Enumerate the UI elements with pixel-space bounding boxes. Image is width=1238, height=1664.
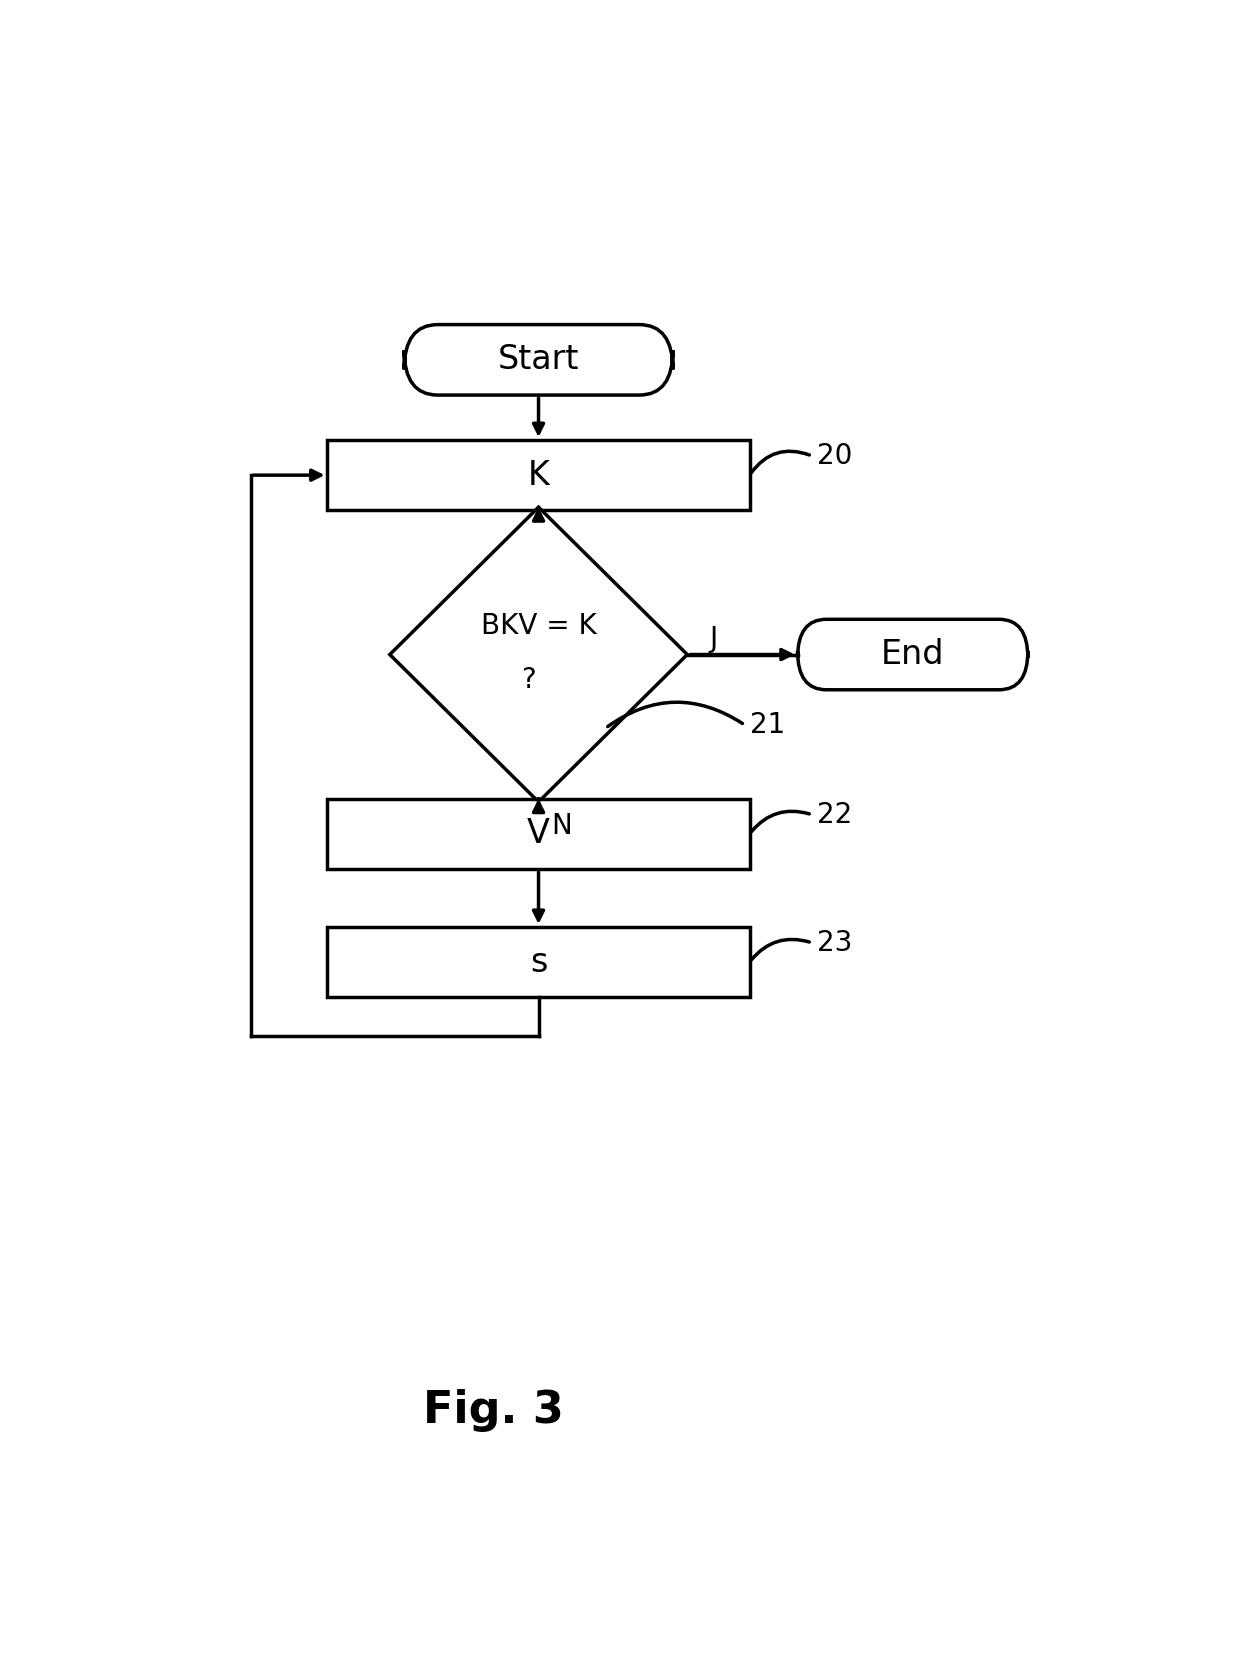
Text: ?: ? — [521, 666, 536, 694]
Text: 23: 23 — [817, 929, 852, 957]
Text: Fig. 3: Fig. 3 — [423, 1389, 565, 1433]
Text: Start: Start — [498, 343, 579, 376]
Text: N: N — [551, 812, 572, 840]
FancyBboxPatch shape — [404, 324, 673, 394]
Text: End: End — [881, 637, 945, 671]
Text: BKV = K: BKV = K — [480, 612, 597, 641]
Bar — [327, 927, 749, 997]
Text: s: s — [530, 945, 547, 978]
Text: K: K — [527, 459, 550, 491]
FancyBboxPatch shape — [797, 619, 1028, 691]
Text: 21: 21 — [750, 711, 785, 739]
Text: 22: 22 — [817, 800, 852, 829]
Polygon shape — [390, 508, 687, 802]
Text: 20: 20 — [817, 443, 852, 469]
Text: V: V — [527, 817, 550, 850]
Bar — [327, 439, 749, 511]
Bar — [327, 799, 749, 869]
Text: J: J — [709, 626, 718, 654]
